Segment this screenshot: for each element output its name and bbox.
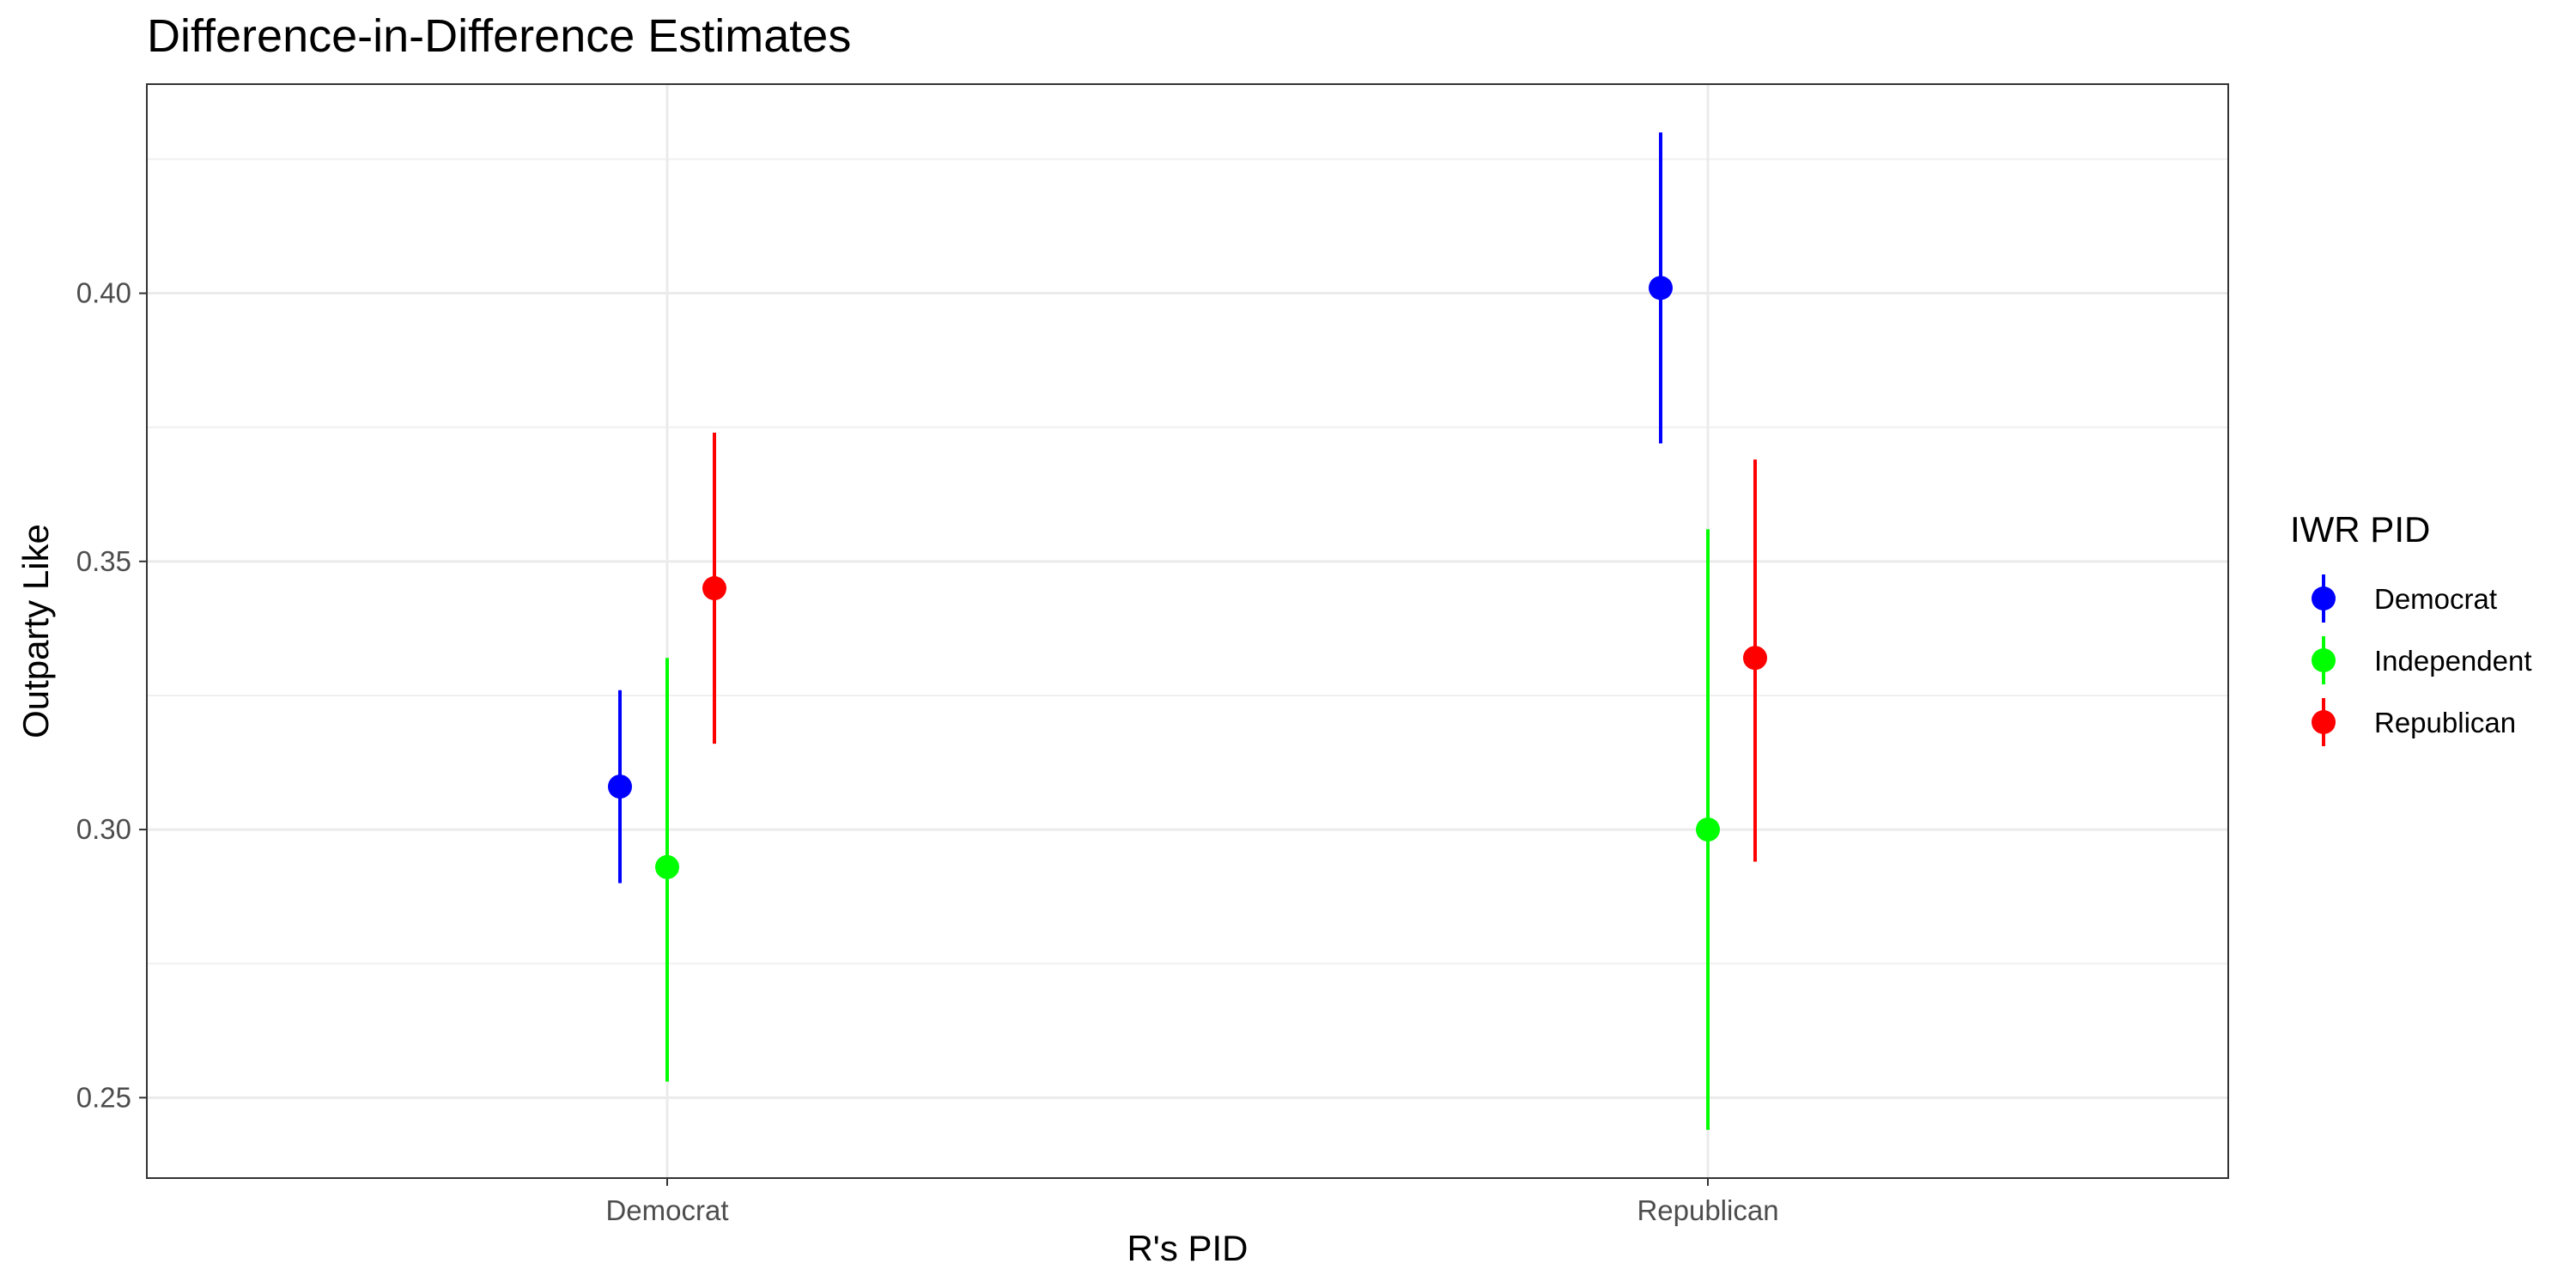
legend-label: Independent (2374, 645, 2532, 677)
legend-key-point (2312, 648, 2336, 672)
data-point (1696, 817, 1720, 842)
legend-label: Democrat (2374, 583, 2497, 615)
data-point (702, 576, 726, 601)
data-point (655, 854, 679, 879)
x-axis-title: R's PID (1127, 1228, 1248, 1268)
y-tick-label: 0.30 (76, 813, 131, 845)
y-tick-label: 0.35 (76, 545, 131, 577)
data-point (1743, 646, 1767, 671)
legend-items: Democrat Independent Republican (2312, 574, 2532, 746)
data-point (608, 775, 632, 799)
legend-label: Republican (2374, 707, 2516, 738)
y-tick-label: 0.25 (76, 1081, 131, 1113)
x-tick-label: Democrat (605, 1194, 728, 1226)
y-tick-label: 0.40 (76, 277, 131, 309)
x-tick-label: Republican (1637, 1194, 1778, 1226)
legend-key-point (2312, 710, 2336, 734)
legend: IWR PID Democrat Independent Republican (2290, 509, 2532, 746)
y-axis: 0.25 0.30 0.35 0.40 (76, 277, 147, 1113)
y-axis-title: Outparty Like (15, 524, 56, 738)
legend-title: IWR PID (2290, 509, 2430, 550)
data-marks (608, 132, 1767, 1130)
x-axis: Democrat Republican (605, 1178, 1779, 1226)
legend-key-point (2312, 586, 2336, 611)
plot-panel (147, 84, 2228, 1178)
data-point (1649, 276, 1673, 301)
plot-border (146, 83, 2229, 1179)
chart-title: Difference-in-Difference Estimates (147, 10, 851, 62)
